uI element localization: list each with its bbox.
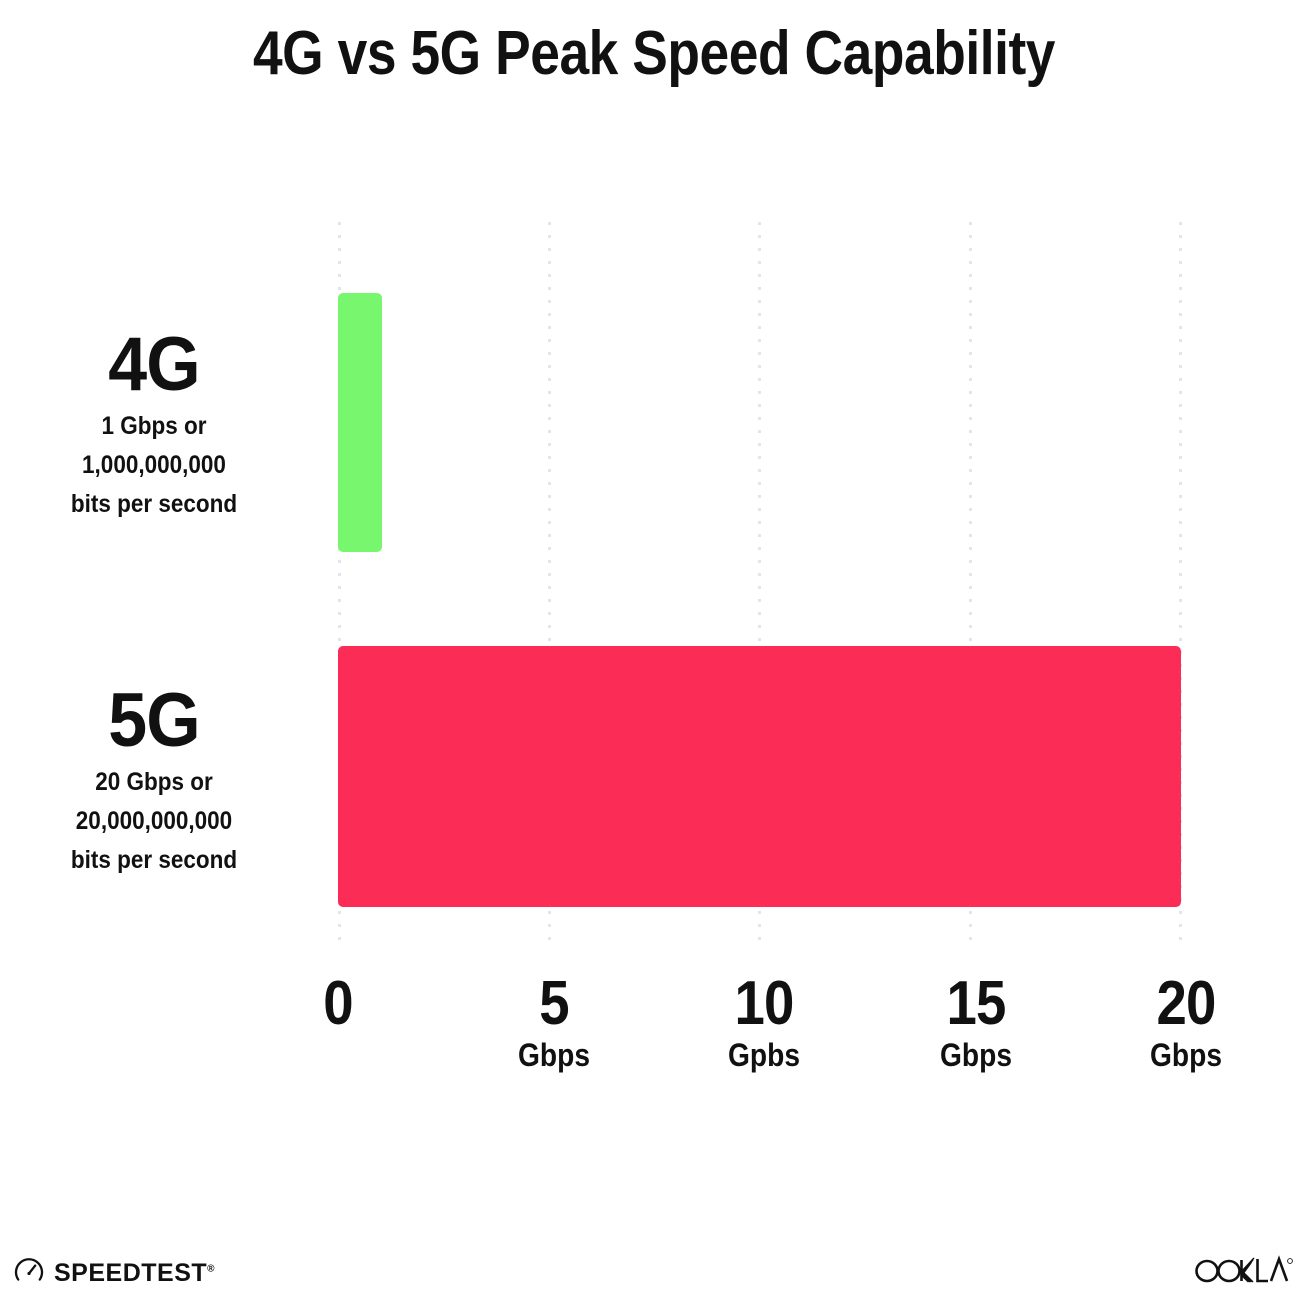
gridline-5 [548,222,551,950]
x-tick-10: 10 Gpbs [674,972,854,1074]
x-tick-10-value: 10 [734,969,795,1038]
x-tick-5: 5 Gbps [464,972,644,1074]
gridline-10 [758,222,761,950]
ookla-logo[interactable] [1194,1254,1294,1293]
footer: SPEEDTEST® [0,1248,1308,1315]
series-name-4g: 4G [108,322,200,407]
x-tick-20-unit: Gbps [1150,1037,1222,1073]
x-tick-0: 0 [248,972,428,1036]
gridline-0 [338,222,341,950]
x-tick-5-value: 5 [539,969,569,1038]
page-title: 4G vs 5G Peak Speed Capability [252,19,1056,88]
x-tick-15: 15 Gbps [886,972,1066,1074]
x-tick-0-value: 0 [323,969,353,1038]
x-tick-15-value: 15 [946,969,1007,1038]
gridlines [0,222,1308,950]
x-tick-20: 20 Gbps [1096,972,1276,1074]
speedtest-wordmark: SPEEDTEST® [54,1259,215,1288]
speedtest-logo[interactable]: SPEEDTEST® [14,1256,215,1291]
series-sub-4g-line1: 1 Gbps or [101,412,207,440]
x-tick-15-unit: Gbps [940,1037,1012,1073]
speedometer-icon [14,1256,44,1291]
series-label-4g: 4G 1 Gbps or 1,000,000,000 bits per seco… [24,325,284,522]
gridline-20 [1179,222,1182,950]
x-tick-10-unit: Gpbs [728,1037,800,1073]
series-label-5g: 5G 20 Gbps or 20,000,000,000 bits per se… [24,681,284,878]
x-tick-20-value: 20 [1156,969,1217,1038]
speedtest-wordmark-text: SPEEDTEST [54,1259,208,1287]
series-sub-4g-line2: 1,000,000,000 [82,451,226,479]
series-sub-4g-line3: bits per second [70,490,238,518]
x-axis: 0 5 Gbps 10 Gpbs 15 Gbps 20 Gbps [0,972,1308,1102]
gridline-15 [969,222,972,950]
series-name-5g: 5G [108,678,200,763]
speedtest-trademark: ® [207,1263,216,1275]
series-sub-5g-line1: 20 Gbps or [95,768,213,796]
x-tick-5-unit: Gbps [518,1037,590,1073]
series-sub-5g-line3: bits per second [70,846,238,874]
bar-5g[interactable] [338,646,1181,907]
bar-4g[interactable] [338,293,382,552]
series-sub-5g-line2: 20,000,000,000 [75,807,233,835]
